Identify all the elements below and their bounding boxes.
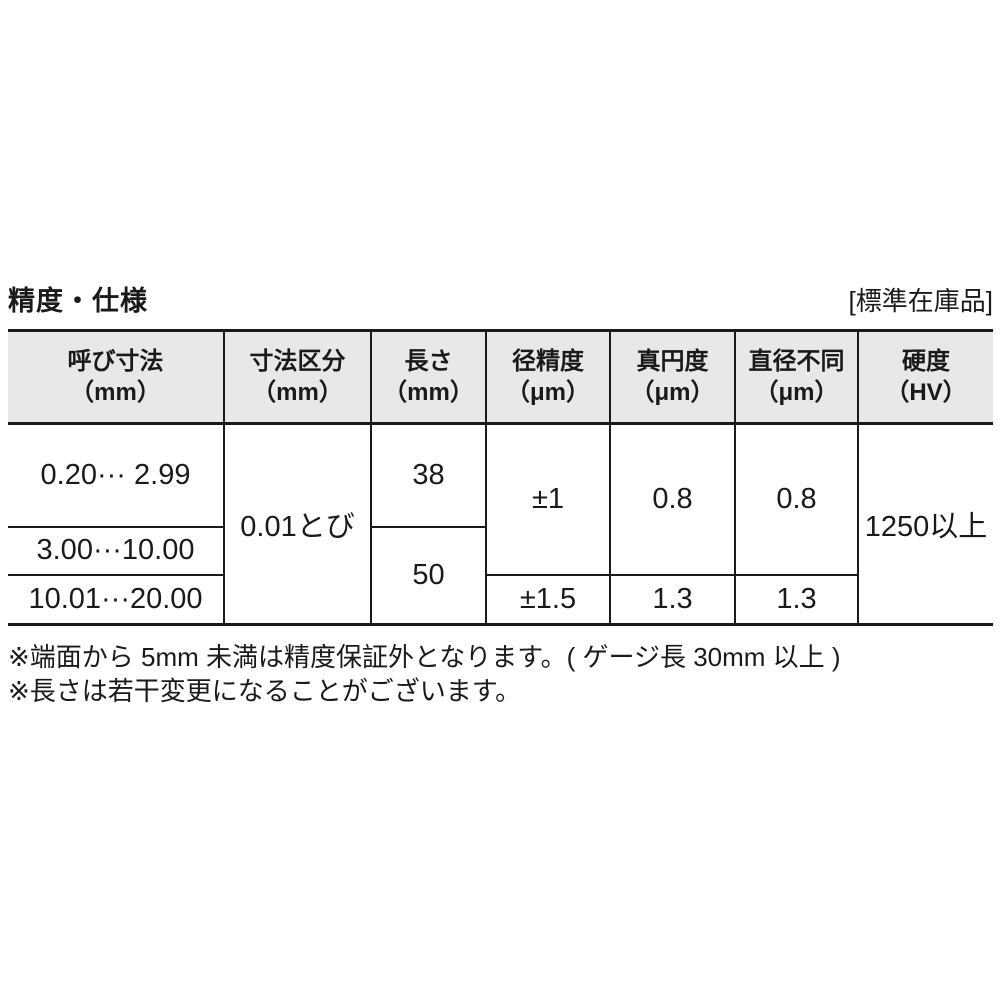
cell-roundness-small: 0.8 bbox=[609, 423, 735, 576]
col-header-name: 長さ bbox=[404, 348, 453, 375]
col-header-diameter-accuracy: 径精度 （μm） bbox=[485, 330, 610, 425]
col-header-unit: （μm） bbox=[630, 379, 715, 406]
col-header-unit: （HV） bbox=[885, 379, 967, 406]
col-header-unit: （mm） bbox=[70, 379, 161, 406]
col-header-name: 寸法区分 bbox=[249, 348, 346, 375]
stock-status-label: [標準在庫品] bbox=[848, 286, 993, 316]
cell-hardness: 1250以上 bbox=[857, 423, 993, 626]
cell-size-step: 0.01とび bbox=[223, 423, 371, 626]
cell-size-range-2: 3.00···10.00 bbox=[8, 526, 224, 576]
cell-dia-variation-small: 0.8 bbox=[734, 423, 858, 576]
cell-dia-accuracy-small: ±1 bbox=[485, 423, 610, 576]
cell-dia-variation-large: 1.3 bbox=[734, 574, 858, 626]
cell-size-range-1: 0.20··· 2.99 bbox=[8, 423, 224, 528]
col-header-name: 硬度 bbox=[902, 348, 950, 375]
col-header-diameter-variation: 直径不同 （μm） bbox=[734, 330, 858, 425]
cell-length-50: 50 bbox=[370, 526, 486, 626]
col-header-hardness: 硬度 （HV） bbox=[857, 330, 993, 425]
footnote-accuracy-guarantee: ※端面から 5mm 未満は精度保証外となります。( ゲージ長 30mm 以上 ) bbox=[8, 642, 841, 672]
header-row: 呼び寸法 （mm） 寸法区分 （mm） 長さ （mm） 径精度 （μm） 真円度 bbox=[8, 330, 993, 425]
table-row: 10.01···20.00 ±1.5 1.3 1.3 bbox=[8, 574, 993, 626]
col-header-name: 真円度 bbox=[636, 348, 709, 375]
col-header-unit: （mm） bbox=[252, 379, 343, 406]
col-header-roundness: 真円度 （μm） bbox=[609, 330, 735, 425]
col-header-name: 直径不同 bbox=[748, 348, 845, 375]
table-row: 0.20··· 2.99 0.01とび 38 ±1 0.8 0.8 1250以上 bbox=[8, 423, 993, 626]
cell-dia-accuracy-large: ±1.5 bbox=[485, 574, 610, 626]
cell-roundness-large: 1.3 bbox=[609, 574, 735, 626]
col-header-unit: （mm） bbox=[383, 379, 474, 406]
col-header-name: 呼び寸法 bbox=[67, 348, 164, 375]
footnote-length-change: ※長さは若干変更になることがございます。 bbox=[8, 676, 522, 706]
col-header-nominal-size: 呼び寸法 （mm） bbox=[8, 330, 224, 425]
cell-length-38: 38 bbox=[370, 423, 486, 528]
col-header-size-step: 寸法区分 （mm） bbox=[223, 330, 371, 425]
table-row: 3.00···10.00 50 bbox=[8, 526, 993, 626]
col-header-unit: （μm） bbox=[505, 379, 591, 406]
page-title: 精度・仕様 bbox=[8, 286, 148, 316]
spec-table: 呼び寸法 （mm） 寸法区分 （mm） 長さ （mm） 径精度 （μm） 真円度 bbox=[8, 329, 993, 626]
cell-size-range-3: 10.01···20.00 bbox=[8, 574, 224, 626]
col-header-length: 長さ （mm） bbox=[370, 330, 486, 425]
col-header-unit: （μm） bbox=[754, 379, 839, 406]
col-header-name: 径精度 bbox=[512, 348, 584, 375]
footnotes: ※端面から 5mm 未満は精度保証外となります。( ゲージ長 30mm 以上 )… bbox=[8, 640, 841, 708]
